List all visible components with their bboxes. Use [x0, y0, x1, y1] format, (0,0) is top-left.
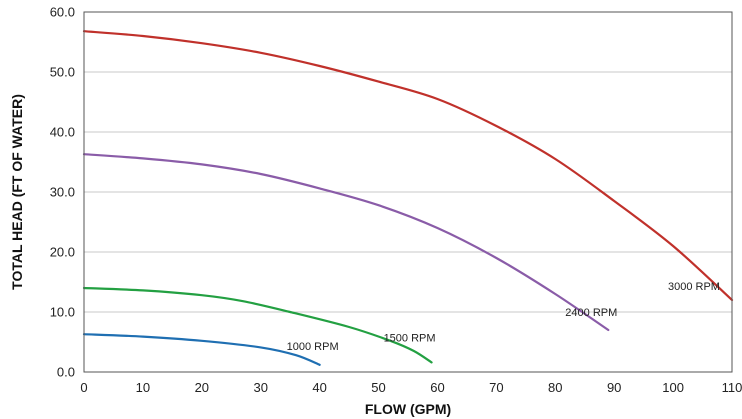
x-tick-label: 60 [430, 380, 444, 395]
y-tick-label: 30.0 [50, 185, 75, 200]
curve-3000-rpm [82, 30, 734, 302]
x-tick-label: 40 [312, 380, 326, 395]
x-tick-label: 80 [548, 380, 562, 395]
y-tick-label: 50.0 [50, 65, 75, 80]
x-tick-label: 50 [371, 380, 385, 395]
curve-label-3000-rpm: 3000 RPM [668, 281, 720, 293]
curves [82, 30, 734, 366]
x-tick-labels: 0 10 20 30 40 50 60 70 80 90 100 110 [80, 380, 742, 395]
curve-1000-rpm [82, 333, 321, 366]
curve-label-1000-rpm: 1000 RPM [287, 341, 339, 353]
x-tick-label: 100 [662, 380, 684, 395]
y-tick-label: 10.0 [50, 305, 75, 320]
curve-1500-rpm [82, 286, 433, 364]
x-tick-label: 0 [80, 380, 87, 395]
curve-labels: 3000 RPM 2400 RPM 1500 RPM 1000 RPM [287, 281, 720, 353]
curve-label-1500-rpm: 1500 RPM [384, 332, 436, 344]
x-tick-label: 90 [607, 380, 621, 395]
grid-lines [84, 71, 732, 313]
x-tick-label: 70 [489, 380, 503, 395]
curve-2400-rpm [82, 153, 610, 332]
plot-frame [83, 11, 733, 373]
y-tick-label: 40.0 [50, 125, 75, 140]
y-tick-label: 20.0 [50, 245, 75, 260]
x-tick-label: 30 [253, 380, 267, 395]
x-tick-label: 110 [722, 380, 742, 395]
y-tick-labels: 0.0 10.0 20.0 30.0 40.0 50.0 60.0 [50, 5, 75, 380]
y-tick-label: 60.0 [50, 5, 75, 20]
x-axis-title: FLOW (GPM) [365, 401, 451, 417]
x-tick-label: 20 [195, 380, 209, 395]
y-tick-label: 0.0 [57, 365, 75, 380]
x-tick-label: 10 [136, 380, 150, 395]
y-axis-title: TOTAL HEAD (FT OF WATER) [9, 94, 25, 290]
curve-label-2400-rpm: 2400 RPM [565, 307, 617, 319]
